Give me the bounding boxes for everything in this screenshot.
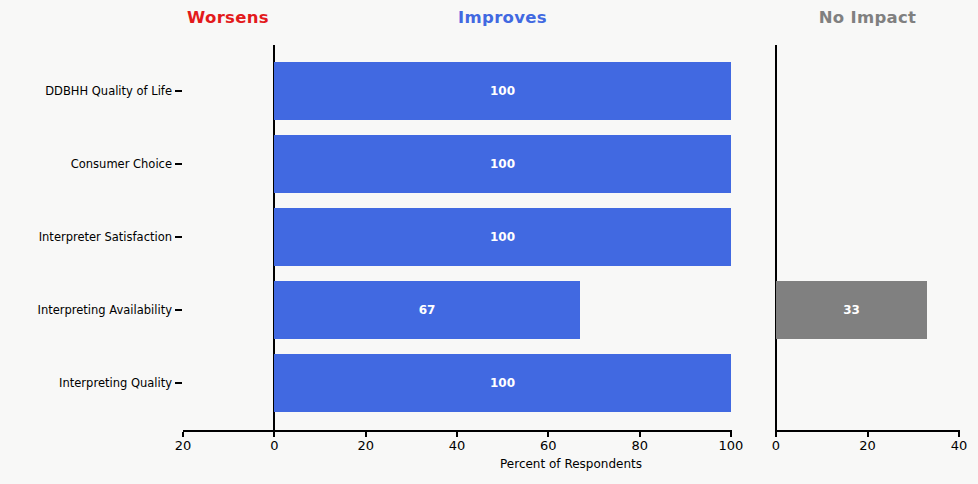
x-axis-label: Percent of Respondents: [421, 455, 721, 473]
bar-chart-figure: Worsens Improves No Impact DDBHH Quality…: [0, 0, 978, 484]
x-tick-mark: [867, 432, 869, 437]
x-tick-label: 0: [754, 438, 798, 454]
x-tick-mark: [182, 432, 184, 437]
x-tick-label: 40: [435, 438, 479, 454]
x-tick-mark: [958, 432, 960, 437]
x-tick-label: 20: [846, 438, 890, 454]
x-tick-mark: [730, 432, 732, 437]
x-tick-label: 40: [937, 438, 978, 454]
x-tick-label: 100: [709, 438, 753, 454]
x-tick-label: 60: [526, 438, 570, 454]
x-tick-label: 80: [618, 438, 662, 454]
x-tick-label: 0: [252, 438, 296, 454]
x-tick-label: 20: [161, 438, 205, 454]
x-tick-mark: [547, 432, 549, 437]
x-tick-mark: [365, 432, 367, 437]
x-tick-mark: [456, 432, 458, 437]
x-tick-mark: [775, 432, 777, 437]
x-tick-label: 20: [344, 438, 388, 454]
x-tick-mark: [639, 432, 641, 437]
x-tick-mark: [273, 432, 275, 437]
x-axis-ticks-layer: 2002040608010002040: [0, 0, 978, 484]
